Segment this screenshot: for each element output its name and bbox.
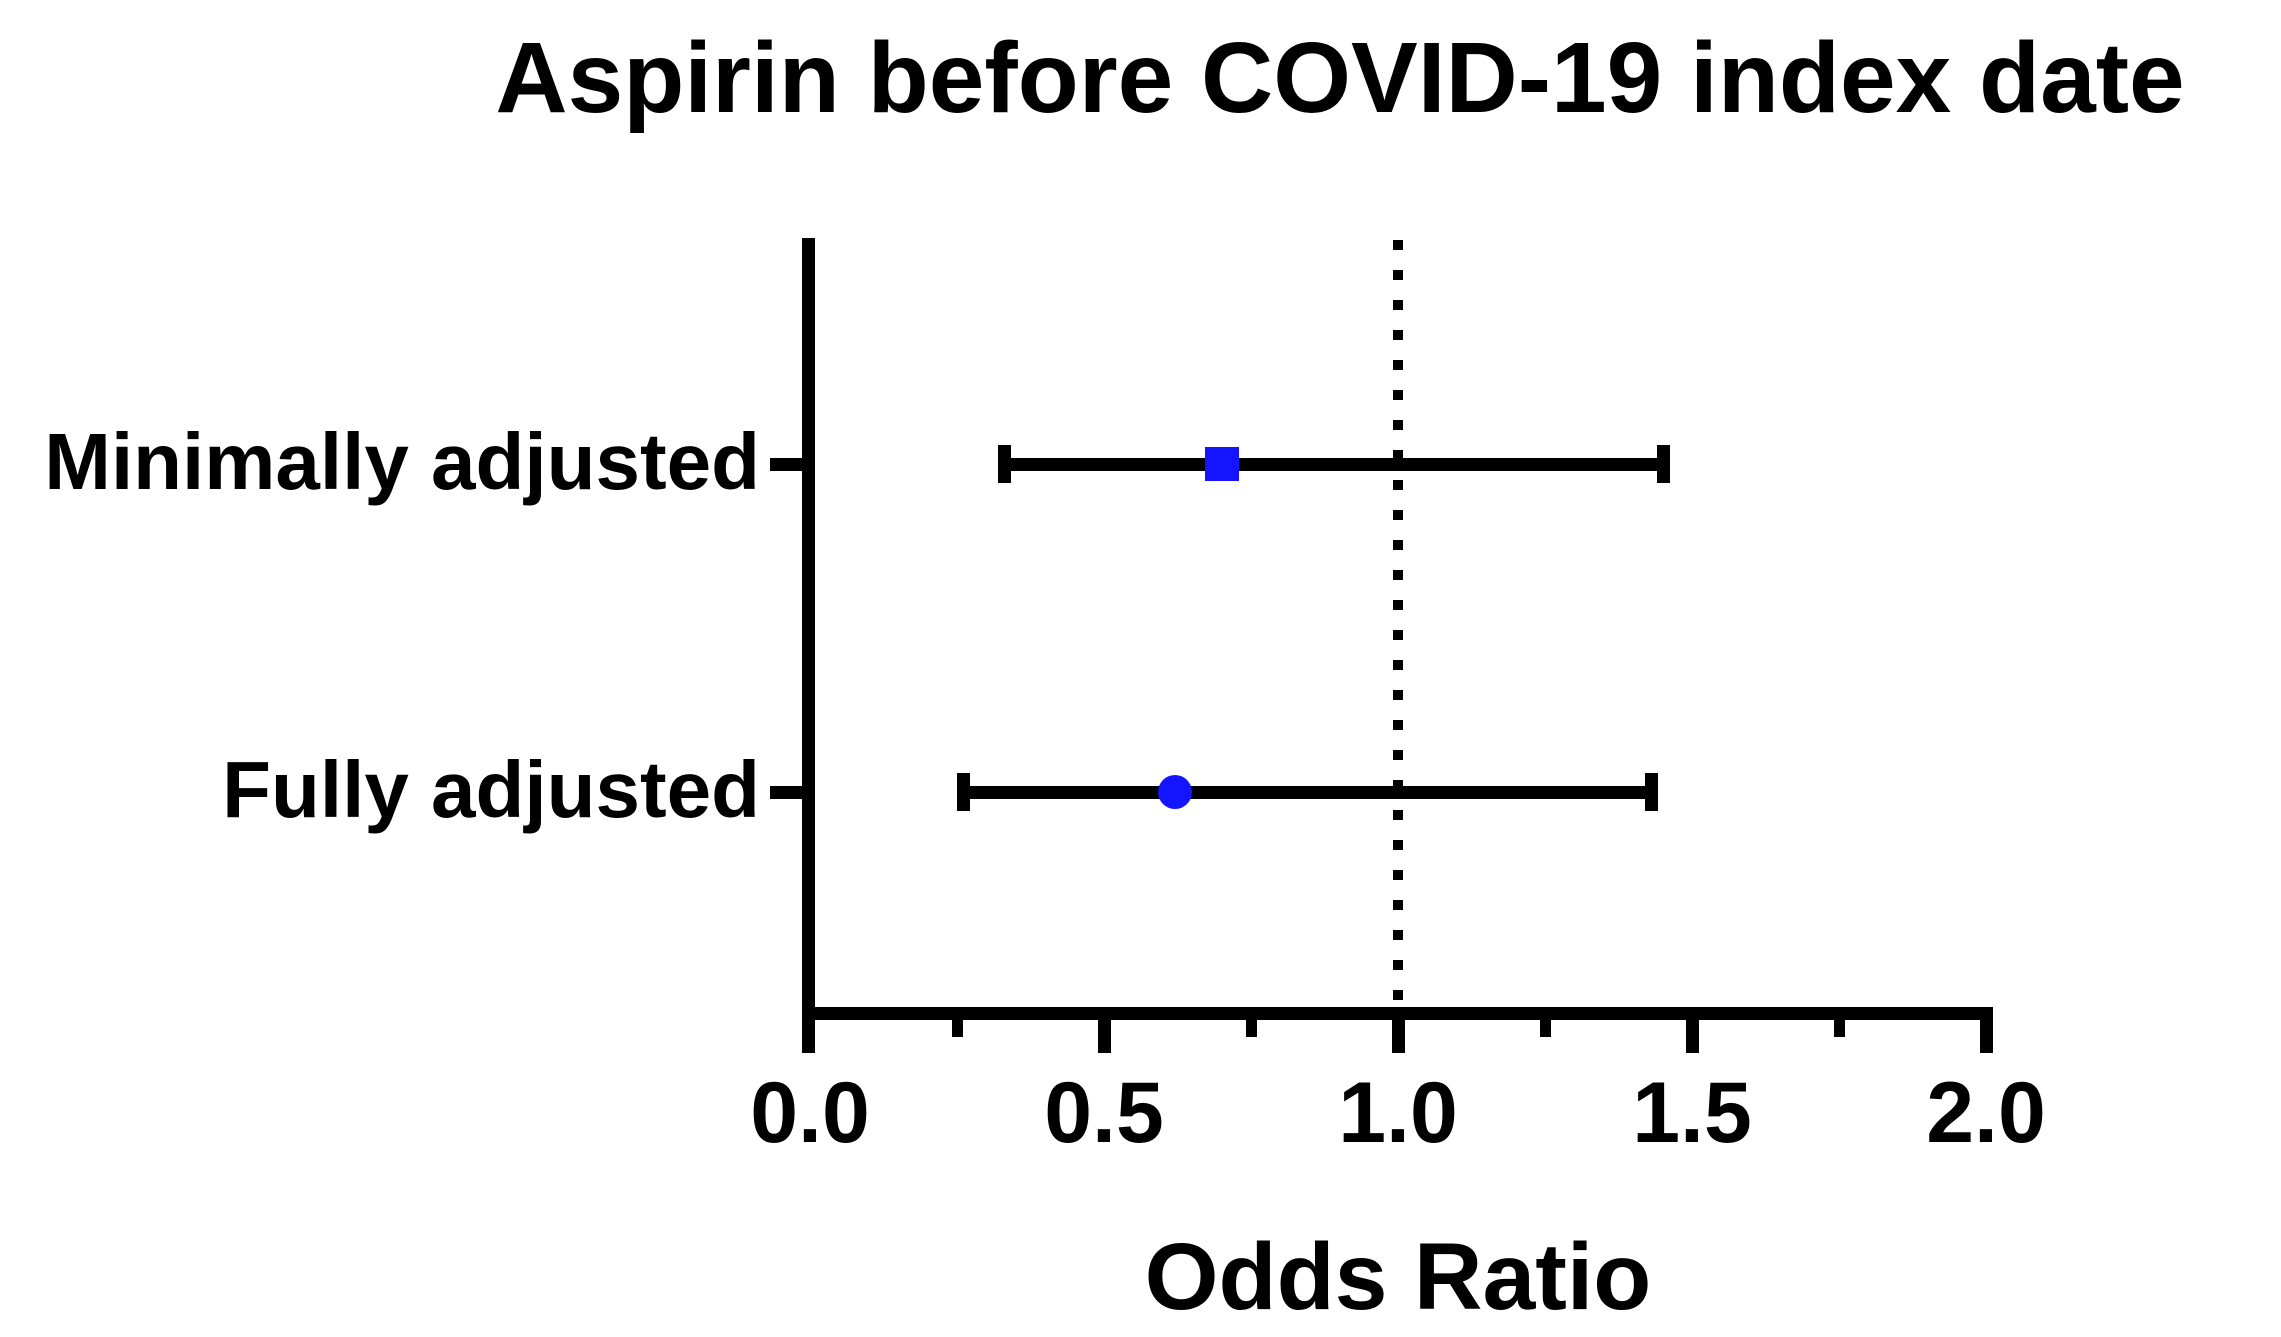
x-axis-tick-label: 0.0 (750, 1065, 870, 1161)
x-axis-major-tick (1392, 1007, 1405, 1053)
ci-cap-left (998, 445, 1012, 483)
y-axis-category-tick (770, 786, 810, 799)
x-axis-major-tick (1980, 1007, 1993, 1053)
row-label: Fully adjusted (222, 745, 760, 834)
ci-cap-left (956, 773, 970, 811)
confidence-interval-line (962, 786, 1651, 799)
ci-cap-right (1644, 773, 1658, 811)
x-axis-tick-label: 1.5 (1632, 1065, 1752, 1161)
x-axis-minor-tick (952, 1007, 963, 1037)
chart-title: Aspirin before COVID-19 index date (495, 22, 2185, 134)
x-axis-minor-tick (1246, 1007, 1257, 1037)
x-axis-tick-label: 2.0 (1926, 1065, 2046, 1161)
y-axis-spine (802, 238, 815, 1053)
ci-cap-right (1656, 445, 1670, 483)
confidence-interval-line (1004, 458, 1663, 471)
x-axis-title: Odds Ratio (1144, 1224, 1652, 1330)
x-axis-major-tick (1686, 1007, 1699, 1053)
odds-ratio-marker-square (1204, 447, 1239, 481)
odds-ratio-marker-circle (1157, 775, 1192, 809)
x-axis-tick-label: 1.0 (1338, 1065, 1458, 1161)
x-axis-major-tick (1098, 1007, 1111, 1053)
x-axis-minor-tick (1834, 1007, 1845, 1037)
x-axis-minor-tick (1540, 1007, 1551, 1037)
y-axis-category-tick (770, 458, 810, 471)
x-axis-tick-label: 0.5 (1044, 1065, 1164, 1161)
row-label: Minimally adjusted (44, 417, 760, 506)
reference-line-dotted (1393, 240, 1403, 1007)
